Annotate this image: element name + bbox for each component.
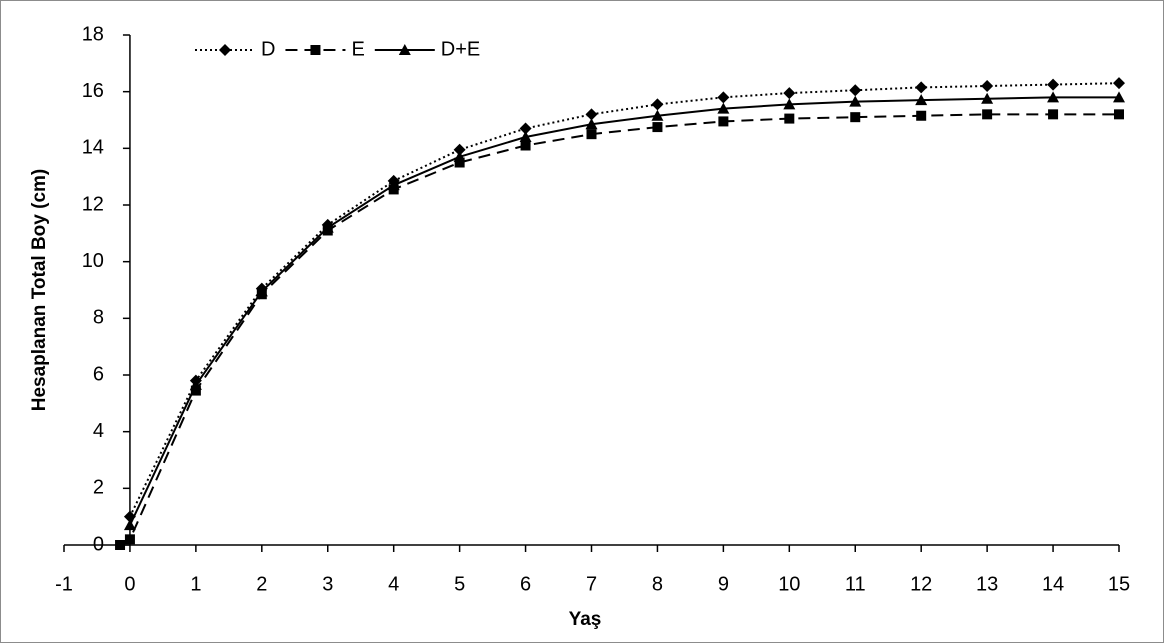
legend-marker	[398, 44, 411, 55]
data-point	[718, 116, 729, 127]
y-tick-label: 12	[82, 193, 104, 215]
x-tick-label: 9	[718, 573, 729, 595]
data-point	[652, 122, 663, 133]
data-point	[981, 92, 994, 104]
y-tick-label: 18	[82, 23, 104, 45]
data-point	[453, 143, 466, 156]
data-point	[189, 378, 202, 390]
data-point	[783, 98, 796, 110]
data-point	[1048, 109, 1059, 120]
data-point	[784, 113, 795, 124]
y-tick-label: 14	[82, 137, 104, 159]
data-point	[849, 95, 862, 107]
series-line	[129, 82, 1120, 518]
y-tick-label: 4	[93, 420, 104, 442]
data-point	[1113, 91, 1125, 103]
data-point	[124, 534, 135, 545]
data-point	[915, 81, 928, 94]
legend-marker	[219, 44, 231, 56]
x-tick-label: 8	[652, 573, 663, 595]
y-tick-label: 2	[93, 477, 104, 499]
data-point	[1047, 78, 1060, 91]
data-point	[981, 80, 994, 92]
data-point	[387, 179, 400, 191]
data-point	[915, 94, 928, 106]
data-point	[982, 109, 993, 120]
x-tick-label: 15	[1108, 573, 1130, 595]
x-tick-label: 4	[388, 573, 399, 595]
y-axis-title: Hesaplanan Total Boy (cm)	[29, 169, 50, 411]
legend-label: E	[351, 38, 364, 60]
data-point	[717, 91, 730, 104]
legend-label: D+E	[441, 38, 480, 60]
data-point	[916, 110, 927, 121]
data-point	[651, 109, 664, 121]
data-point	[585, 118, 598, 130]
data-point	[321, 221, 334, 233]
data-point	[255, 285, 268, 297]
data-point	[519, 131, 532, 142]
data-point	[1047, 91, 1060, 103]
data-point	[520, 140, 531, 151]
data-point	[1113, 77, 1125, 90]
data-point	[586, 129, 597, 140]
x-tick-label: 5	[454, 573, 465, 595]
data-point	[190, 385, 201, 396]
x-tick-label: -1	[55, 573, 73, 595]
data-point	[519, 122, 532, 135]
data-point	[783, 87, 796, 100]
x-tick-label: 3	[322, 573, 333, 595]
x-tick-label: 14	[1042, 573, 1064, 595]
data-point	[585, 108, 598, 121]
data-point	[454, 157, 465, 168]
x-tick-label: 11	[845, 573, 866, 595]
data-point	[850, 112, 861, 123]
x-tick-label: 0	[124, 573, 135, 595]
y-tick-label: 16	[82, 80, 104, 102]
x-tick-label: 2	[256, 573, 267, 595]
x-tick-label: 12	[910, 573, 932, 595]
series-line	[129, 96, 1119, 526]
x-axis-title: Yaş	[569, 609, 602, 630]
x-tick-label: 10	[778, 573, 800, 595]
y-tick-label: 8	[93, 307, 104, 329]
legend-label: D	[261, 38, 275, 60]
x-tick-label: 1	[190, 573, 201, 595]
data-point	[651, 98, 664, 111]
y-tick-label: 0	[93, 533, 104, 555]
data-point	[115, 540, 126, 550]
x-tick-label: 13	[976, 573, 998, 595]
y-tick-label: 6	[93, 363, 104, 385]
legend-marker	[310, 45, 321, 55]
data-point	[717, 102, 730, 114]
y-tick-label: 10	[82, 250, 104, 272]
data-point	[453, 150, 466, 162]
data-point	[123, 519, 136, 531]
data-point	[1114, 109, 1124, 120]
data-point	[849, 84, 862, 97]
x-tick-label: 6	[520, 573, 531, 595]
x-tick-label: 7	[586, 573, 597, 595]
